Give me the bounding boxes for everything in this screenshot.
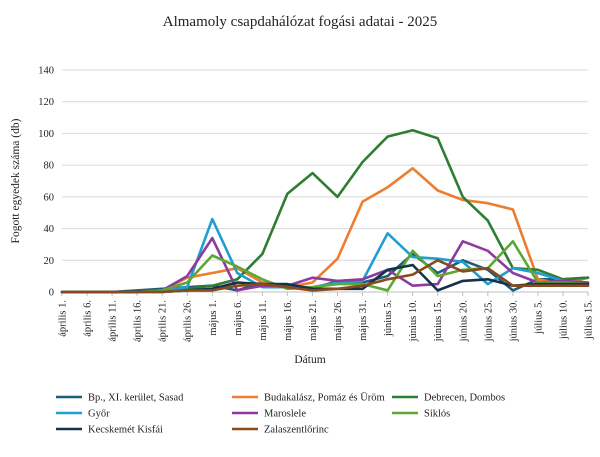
series-line-7 <box>60 258 590 294</box>
legend-item: Győr <box>56 409 110 420</box>
y-tick-label: 100 <box>38 129 54 140</box>
x-tick-label: június 15. <box>433 300 444 342</box>
x-tick-label: június 10. <box>408 300 419 342</box>
legend-label: Debrecen, Dombos <box>424 393 505 404</box>
y-tick-label: 0 <box>49 288 54 299</box>
y-axis-ticks: 0 20 40 60 80 100 120 140 <box>38 66 54 299</box>
x-tick-label: május 11. <box>258 300 269 340</box>
legend-label: Kecskemét Kisfái <box>88 425 163 436</box>
legend-item: Zalaszentlőrinc <box>232 425 329 436</box>
x-tick-label: április 1. <box>58 300 69 337</box>
x-tick-label: június 5. <box>383 300 394 337</box>
legend-label: Budakalász, Pomáz és Üröm <box>264 392 385 404</box>
x-tick-label: július 10. <box>558 300 569 340</box>
x-tick-label: július 5. <box>533 300 544 335</box>
x-tick-label: június 25. <box>483 300 494 342</box>
x-tick-label: április 21. <box>158 300 169 342</box>
x-tick-label: április 16. <box>133 300 144 342</box>
y-tick-label: 20 <box>44 256 55 267</box>
y-tick-label: 40 <box>44 224 55 235</box>
x-tick-label: június 20. <box>458 300 469 342</box>
x-tick-label: április 11. <box>108 300 119 342</box>
legend-item: Kecskemét Kisfái <box>56 425 163 436</box>
y-axis-label: Fogott egyedek száma (db) <box>10 118 22 243</box>
legend-label: Zalaszentlőrinc <box>264 425 329 436</box>
y-tick-label: 60 <box>44 192 55 203</box>
legend-label: Maroslele <box>264 409 306 420</box>
legend-label: Győr <box>88 409 110 420</box>
x-tick-label: május 1. <box>208 300 219 336</box>
x-axis-ticks: április 1. április 6. április 11. április 1… <box>58 292 595 342</box>
legend-label: Bp., XI. kerület, Sasad <box>88 393 184 404</box>
chart-title: Almamoly csapdahálózat fogási adatai - 2… <box>163 14 438 30</box>
x-tick-label: május 31. <box>358 300 369 341</box>
legend-item: Maroslele <box>232 409 306 420</box>
x-tick-label: június 30. <box>508 300 519 342</box>
x-tick-label: május 26. <box>333 300 344 341</box>
legend-item: Debrecen, Dombos <box>392 393 505 404</box>
y-tick-label: 80 <box>44 161 55 172</box>
y-tick-label: 120 <box>38 97 54 108</box>
x-tick-label: május 16. <box>283 300 294 341</box>
gridlines <box>62 69 588 293</box>
x-tick-label: április 26. <box>183 300 194 342</box>
y-tick-label: 140 <box>38 66 54 77</box>
x-tick-label: május 6. <box>233 300 244 336</box>
x-tick-label: április 6. <box>83 300 94 337</box>
x-tick-label: július 15. <box>584 300 595 340</box>
legend-label: Siklós <box>424 409 450 420</box>
legend: Bp., XI. kerület, Sasad Budakalász, Pomáz… <box>56 392 505 436</box>
legend-item: Bp., XI. kerület, Sasad <box>56 393 184 404</box>
legend-item: Budakalász, Pomáz és Üröm <box>232 392 385 404</box>
legend-item: Siklós <box>392 409 450 420</box>
x-axis-label: Dátum <box>294 354 325 366</box>
x-tick-label: május 21. <box>308 300 319 341</box>
series-lines <box>60 129 590 294</box>
